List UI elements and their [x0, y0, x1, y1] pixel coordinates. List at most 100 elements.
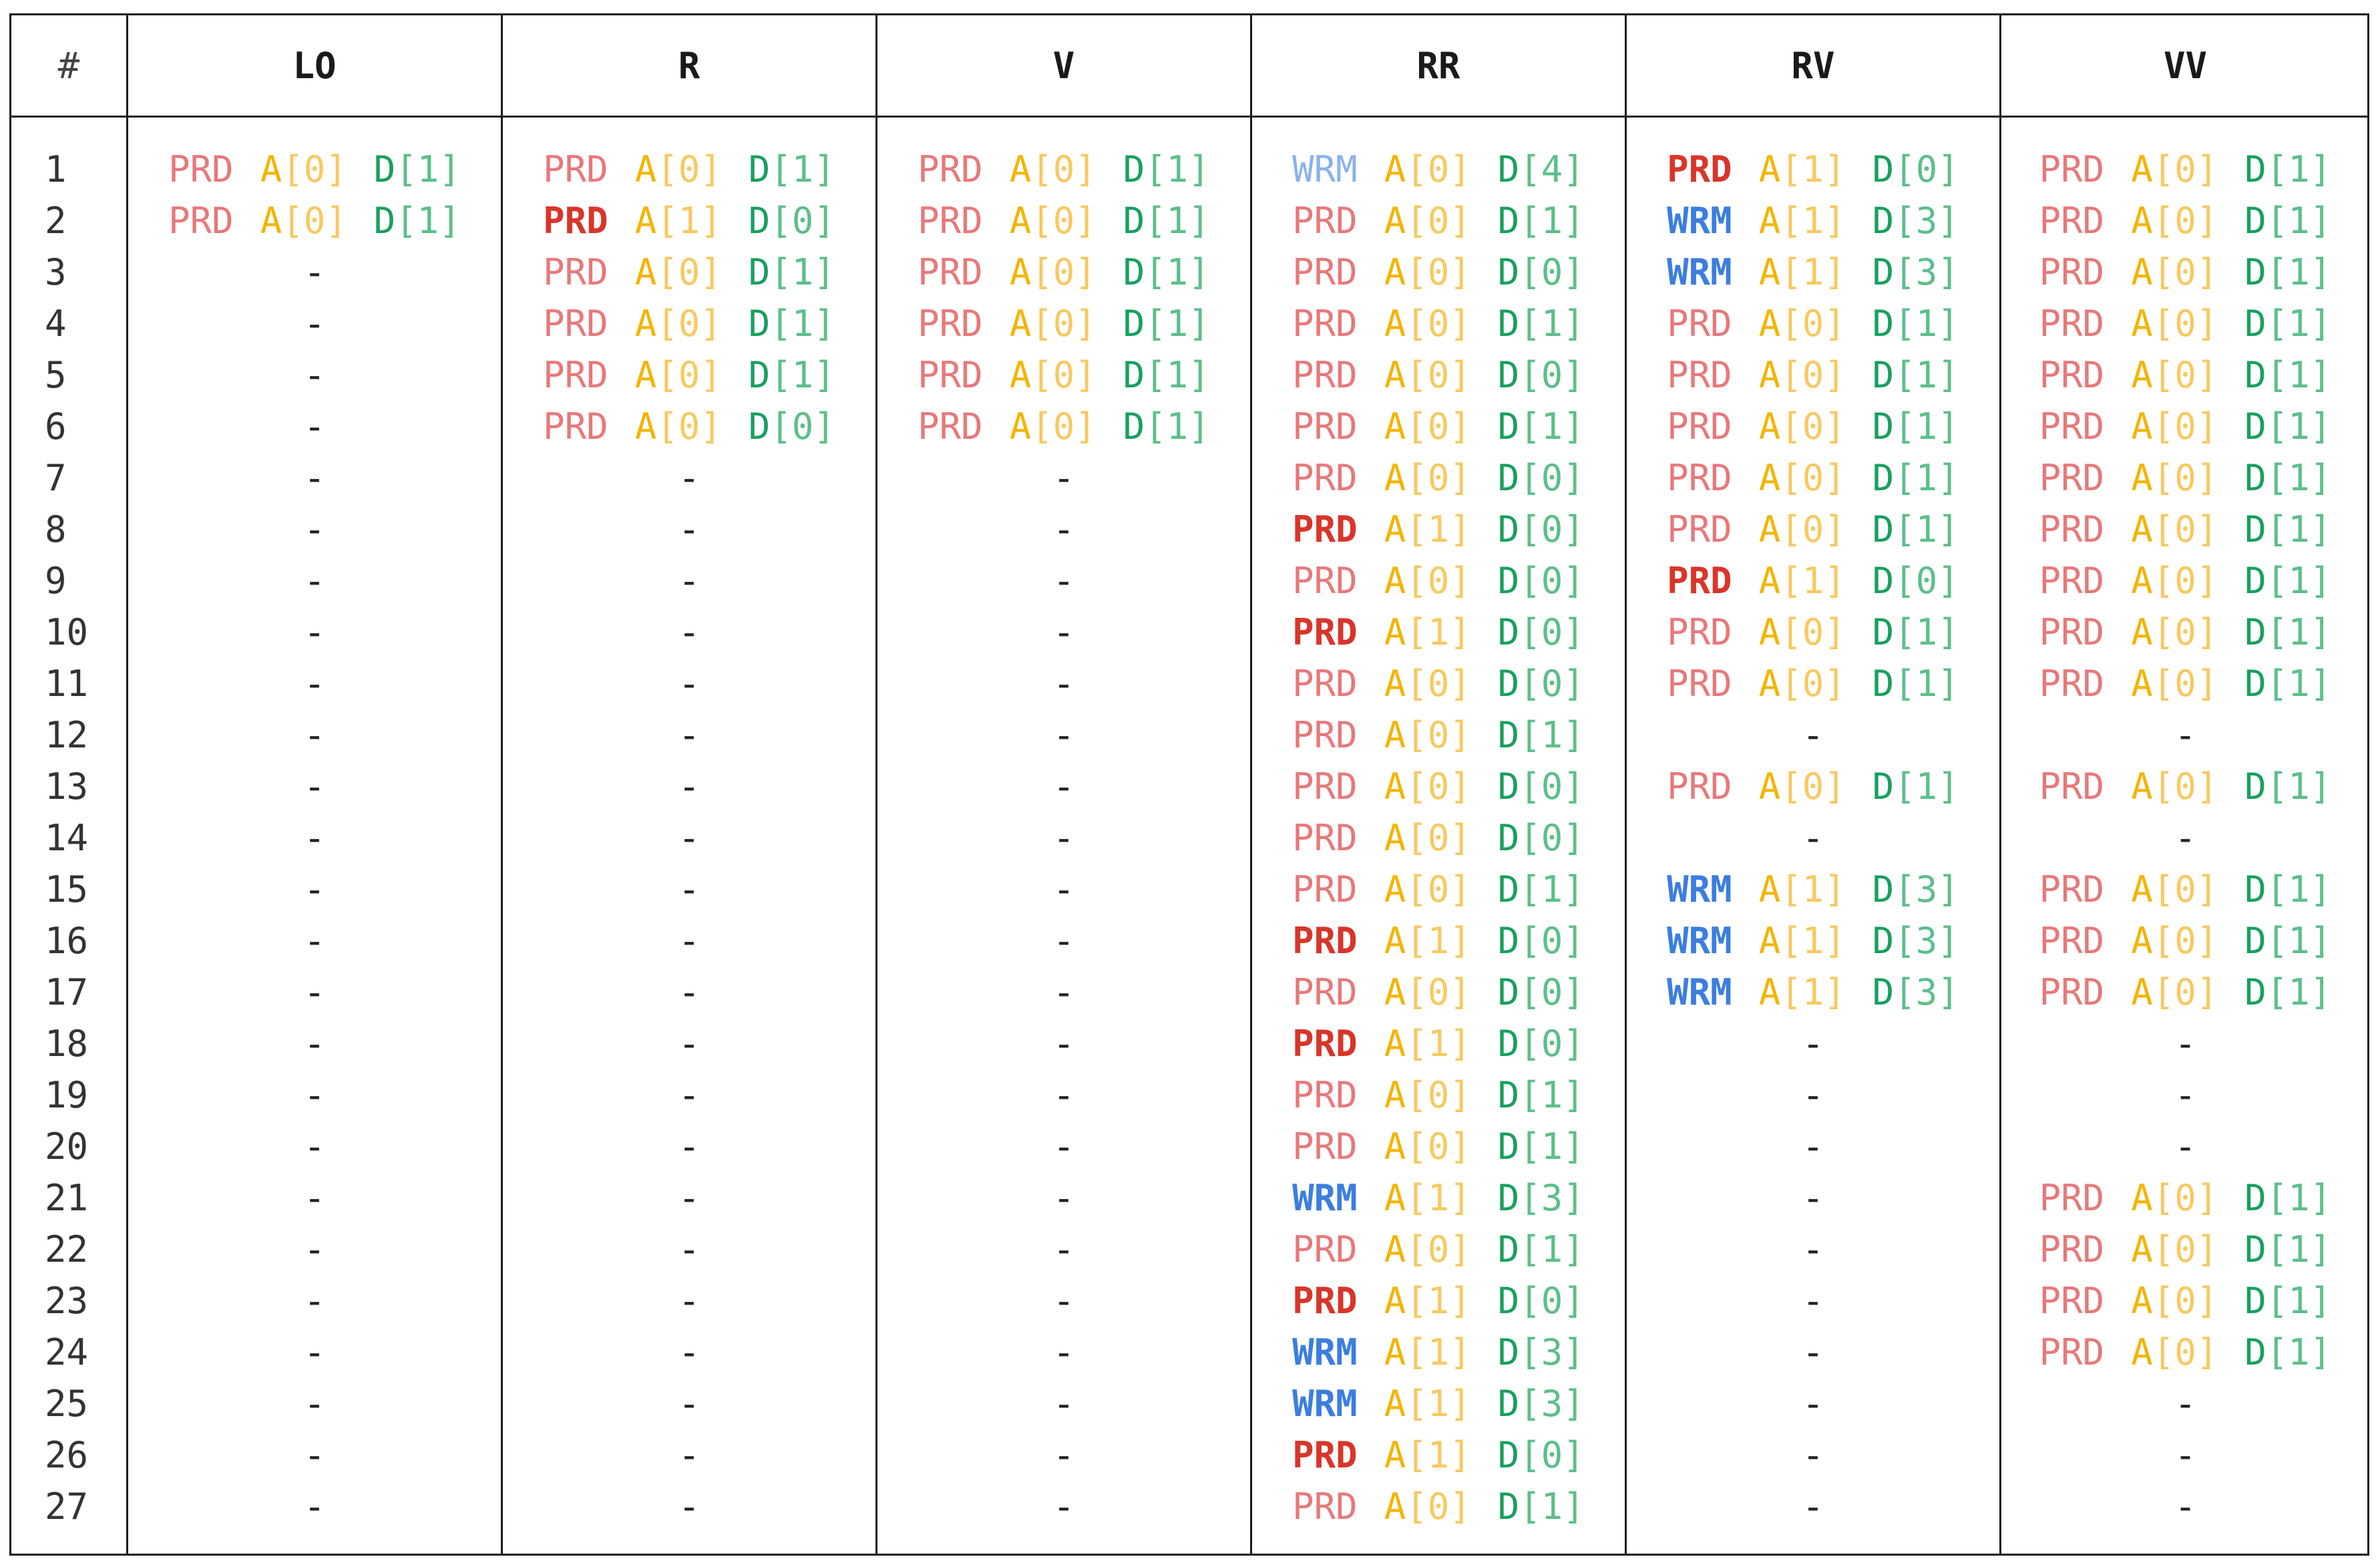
d-field: D[1] [1498, 709, 1585, 761]
state-cell: PRD A[0] D[1] [877, 246, 1250, 298]
state-cell: PRD A[0] D[1] [877, 195, 1250, 246]
column-divider [875, 15, 877, 1554]
d-key: D [1497, 714, 1520, 756]
warm-tag: WRM [1292, 148, 1358, 190]
d-value: [0] [1519, 663, 1585, 705]
d-key: D [2244, 971, 2266, 1013]
a-field: A[0] [1384, 401, 1471, 452]
state-cell: PRD A[0] D[1] [2001, 504, 2369, 555]
state-cell: WRM A[1] D[3] [1627, 864, 1999, 915]
empty-cell: - [1802, 1023, 1824, 1065]
d-key: D [1497, 868, 1520, 910]
empty-cell: - [678, 765, 701, 808]
d-field: D[0] [1498, 1018, 1585, 1069]
d-value: [3] [1894, 971, 1959, 1013]
d-value: [0] [1519, 971, 1585, 1013]
d-key: D [1497, 251, 1520, 293]
d-field: D[3] [1872, 915, 1959, 967]
a-field: A[1] [1759, 967, 1846, 1018]
a-field: A[0] [1759, 452, 1846, 504]
a-key: A [1384, 920, 1406, 962]
a-value: [0] [2152, 971, 2218, 1013]
d-field: D[0] [1498, 1429, 1585, 1481]
d-field: D[4] [1498, 144, 1585, 195]
empty-cell: - [1052, 611, 1075, 653]
a-key: A [1009, 251, 1032, 293]
empty-cell: - [1052, 714, 1075, 756]
prd-tag: PRD [2039, 765, 2105, 808]
a-value: [1] [1780, 920, 1846, 962]
prd-tag: PRD [543, 303, 608, 345]
prd-tag: PRD [1292, 1486, 1358, 1528]
a-key: A [1384, 1280, 1406, 1322]
state-cell: WRM A[1] D[3] [1627, 915, 1999, 967]
a-field: A[0] [2131, 1327, 2218, 1378]
empty-cell: - [678, 560, 701, 602]
row-number: 25 [45, 1383, 89, 1425]
a-field: A[1] [1384, 1018, 1471, 1069]
empty-cell: - [678, 1074, 701, 1116]
a-value: [0] [1406, 405, 1471, 448]
state-cell: PRD A[1] D[0] [1627, 144, 1999, 195]
a-key: A [634, 405, 657, 448]
d-value: [1] [2266, 1177, 2332, 1219]
state-cell: PRD A[0] D[1] [2001, 1327, 2369, 1378]
warm-tag: WRM [1292, 1383, 1358, 1425]
d-value: [1] [1145, 354, 1210, 396]
prd-tag: PRD [918, 303, 983, 345]
empty-cell: - [1052, 560, 1075, 602]
a-key: A [1384, 354, 1406, 396]
state-cell: PRD A[0] D[1] [1627, 401, 1999, 452]
d-key: D [2244, 611, 2266, 653]
a-value: [1] [1406, 920, 1471, 962]
state-cell: PRD A[0] D[1] [1627, 349, 1999, 401]
a-field: A[0] [635, 401, 722, 452]
a-value: [0] [2152, 663, 2218, 705]
d-field: D[1] [1872, 298, 1959, 349]
a-field: A[0] [635, 349, 722, 401]
d-field: D[0] [1498, 915, 1585, 967]
a-field: A[0] [1759, 401, 1846, 452]
empty-cell: - [303, 663, 326, 705]
d-field: D[0] [749, 195, 835, 246]
state-cell: PRD A[0] D[1] [503, 298, 875, 349]
prd-tag: PRD [2039, 1228, 2105, 1270]
d-field: D[1] [749, 144, 835, 195]
prd-tag: PRD [1292, 508, 1358, 550]
d-field: D[1] [1872, 504, 1959, 555]
a-key: A [1384, 405, 1406, 448]
a-field: A[1] [1384, 504, 1471, 555]
empty-cell: - [1052, 817, 1075, 859]
d-field: D[3] [1872, 864, 1959, 915]
empty-cell: - [678, 714, 701, 756]
state-cell: PRD A[0] D[0] [1252, 555, 1625, 606]
d-key: D [1497, 920, 1520, 962]
state-cell: PRD A[0] D[1] [503, 246, 875, 298]
prd-tag: PRD [543, 354, 608, 396]
d-value: [1] [395, 148, 461, 190]
d-key: D [2244, 560, 2266, 602]
a-field: A[0] [1759, 658, 1846, 709]
a-field: A[0] [1384, 555, 1471, 606]
empty-cell: - [303, 1228, 326, 1270]
state-cell: PRD A[1] D[0] [1252, 504, 1625, 555]
d-key: D [1872, 457, 1895, 499]
prd-tag: PRD [543, 148, 608, 190]
d-key: D [1872, 560, 1895, 602]
a-field: A[0] [1384, 1224, 1471, 1275]
d-key: D [2244, 508, 2266, 550]
a-key: A [2131, 303, 2153, 345]
state-cell: PRD A[0] D[1] [1627, 452, 1999, 504]
d-value: [1] [1519, 714, 1585, 756]
d-field: D[1] [1498, 401, 1585, 452]
state-cell: PRD A[0] D[1] [128, 195, 501, 246]
d-field: D[3] [1498, 1378, 1585, 1429]
d-value: [1] [2266, 405, 2332, 448]
state-cell: PRD A[0] D[1] [877, 298, 1250, 349]
empty-cell: - [1052, 1331, 1075, 1373]
state-cell: PRD A[0] D[1] [1627, 298, 1999, 349]
row-number: 24 [45, 1331, 89, 1373]
a-key: A [1384, 1074, 1406, 1116]
d-key: D [1872, 971, 1895, 1013]
empty-cell: - [303, 251, 326, 293]
